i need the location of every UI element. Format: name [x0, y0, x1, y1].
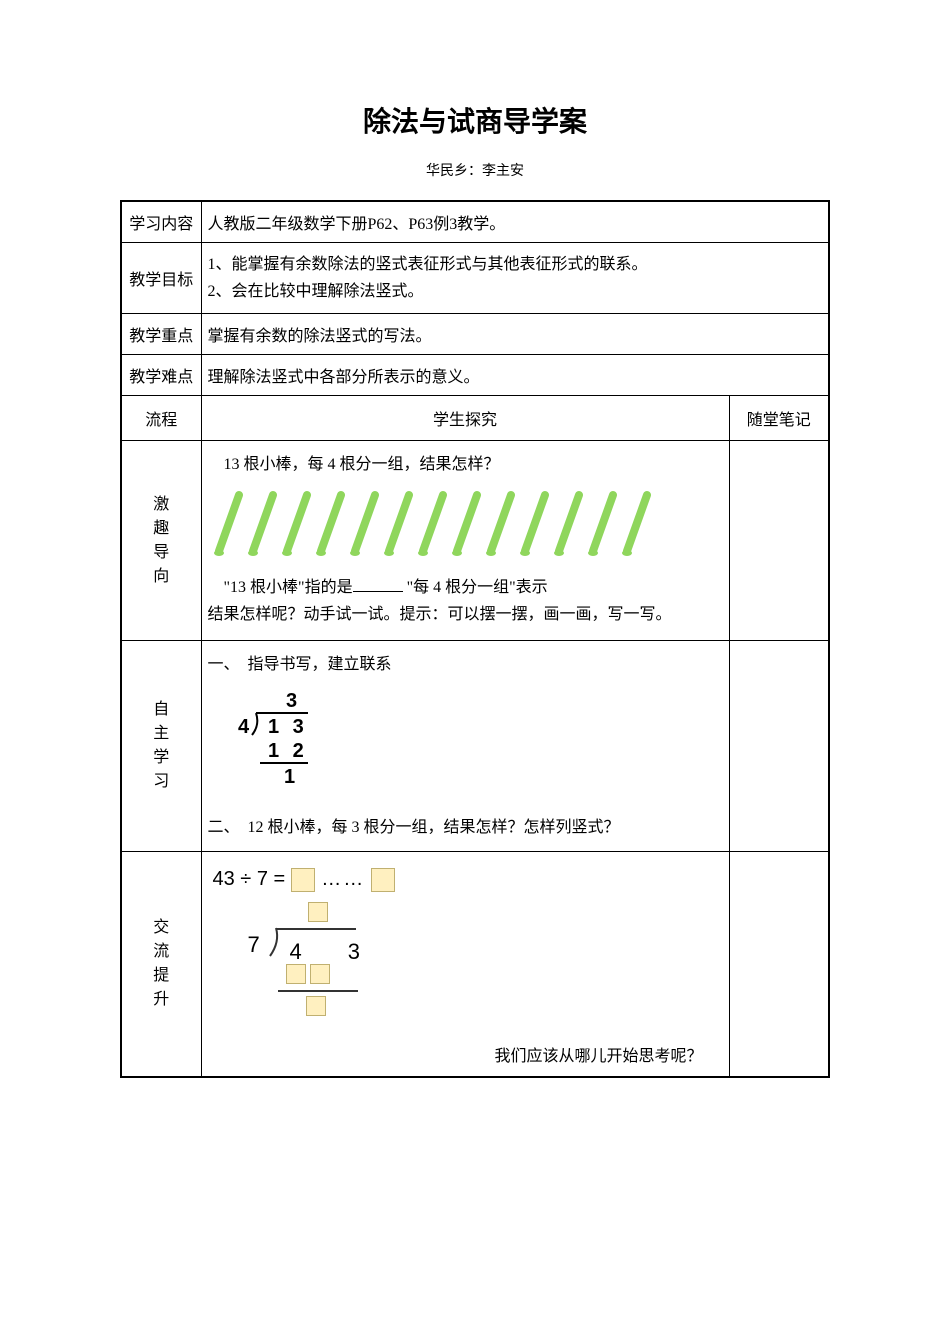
s1-char-1: 趣: [153, 517, 169, 541]
row-goal: 教学目标 1、能掌握有余数除法的竖式表征形式与其他表征形式的联系。 2、会在比较…: [121, 243, 829, 314]
lesson-table: 学习内容 人教版二年级数学下册P62、P63例3教学。 教学目标 1、能掌握有余…: [120, 200, 830, 1078]
label-section-2: 自 主 学 习: [121, 641, 201, 851]
section3-notes: [729, 851, 829, 1077]
s2-char-3: 习: [153, 770, 169, 794]
ld2-remainder-box: [306, 996, 326, 1016]
stick-icon: [451, 489, 485, 559]
section1-blank-line: "13 根小棒"指的是 "每 4 根分一组"表示: [208, 574, 723, 601]
answer-box-quotient: [291, 868, 315, 892]
section2-heading2: 二、 12 根小棒，每 3 根分一组，结果怎样？怎样列竖式？: [208, 814, 723, 841]
stick-icon: [247, 489, 281, 559]
stick-icon: [315, 489, 349, 559]
stick-icon: [213, 489, 247, 559]
ld1-remainder: 1: [284, 766, 295, 788]
s1-char-3: 向: [153, 565, 169, 589]
s3-char-2: 提: [153, 964, 169, 988]
header-notes: 随堂笔记: [729, 396, 829, 441]
long-division-2: 7 4 3: [228, 902, 428, 1032]
header-explore: 学生探究: [201, 396, 729, 441]
s1-char-2: 导: [153, 541, 169, 565]
row-section-3: 交 流 提 升 43 ÷ 7 = …… 7 4 3: [121, 851, 829, 1077]
label-key: 教学重点: [121, 314, 201, 355]
ld2-dividend: 4 3: [290, 934, 372, 966]
text-content: 人教版二年级数学下册P62、P63例3教学。: [201, 201, 829, 243]
stick-icon: [553, 489, 587, 559]
section3-content: 43 ÷ 7 = …… 7 4 3 我们应该从哪儿开: [201, 851, 729, 1077]
blank-underline: [353, 576, 403, 592]
section2-notes: [729, 641, 829, 851]
stick-icon: [621, 489, 655, 559]
s2-char-1: 主: [153, 722, 169, 746]
row-section-1: 激 趣 导 向 13 根小棒，每 4 根分一组，结果怎样？ "13 根小棒"指的…: [121, 441, 829, 641]
s3-char-3: 升: [153, 988, 169, 1012]
s3-char-0: 交: [153, 916, 169, 940]
section2-label-text: 自 主 学 习: [126, 698, 197, 794]
row-header: 流程 学生探究 随堂笔记: [121, 396, 829, 441]
goal-line-2: 2、会在比较中理解除法竖式。: [208, 278, 823, 305]
s2-char-0: 自: [153, 698, 169, 722]
label-section-3: 交 流 提 升: [121, 851, 201, 1077]
s1-char-0: 激: [153, 493, 169, 517]
ld2-product-row: [286, 964, 330, 984]
equation-dots: ……: [321, 868, 365, 891]
label-goal: 教学目标: [121, 243, 201, 314]
stick-icon: [587, 489, 621, 559]
s3-char-1: 流: [153, 940, 169, 964]
section2-content: 一、 指导书写，建立联系 3 4 1 3 1 2 1 二、 12 根小棒，每 3…: [201, 641, 729, 851]
blank-prefix: "13 根小棒"指的是: [224, 579, 353, 596]
author: 华民乡：李主安: [120, 160, 830, 180]
row-content: 学习内容 人教版二年级数学下册P62、P63例3教学。: [121, 201, 829, 243]
s2-char-2: 学: [153, 746, 169, 770]
text-goal: 1、能掌握有余数除法的竖式表征形式与其他表征形式的联系。 2、会在比较中理解除法…: [201, 243, 829, 314]
section3-question: 我们应该从哪儿开始思考呢？: [208, 1032, 723, 1066]
section3-label-text: 交 流 提 升: [126, 916, 197, 1012]
row-difficult: 教学难点 理解除法竖式中各部分所表示的意义。: [121, 355, 829, 396]
ld1-bracket: [252, 713, 257, 735]
ld2-bracket: [268, 922, 288, 958]
ld2-divisor: 7: [248, 932, 260, 958]
section1-notes: [729, 441, 829, 641]
ld1-divisor: 4: [238, 716, 250, 738]
label-difficult: 教学难点: [121, 355, 201, 396]
long-division-1: 3 4 1 3 1 2 1: [208, 679, 348, 809]
blank-suffix: "每 4 根分一组"表示: [407, 579, 548, 596]
text-key: 掌握有余数的除法竖式的写法。: [201, 314, 829, 355]
answer-box-remainder: [371, 868, 395, 892]
stick-icon: [281, 489, 315, 559]
page-title: 除法与试商导学案: [120, 100, 830, 140]
section1-content: 13 根小棒，每 4 根分一组，结果怎样？ "13 根小棒"指的是 "每 4 根…: [201, 441, 729, 641]
section1-label-text: 激 趣 导 向: [126, 493, 197, 589]
division-svg-1: 3 4 1 3 1 2 1: [228, 689, 328, 799]
ld2-quotient-box: [308, 902, 328, 922]
ld1-dividend: 1 3: [268, 716, 308, 738]
section2-heading1: 一、 指导书写，建立联系: [208, 651, 723, 678]
ld1-quotient: 3: [286, 690, 297, 712]
equation-row: 43 ÷ 7 = ……: [208, 862, 723, 902]
section1-q1: 13 根小棒，每 4 根分一组，结果怎样？: [208, 451, 723, 478]
label-content: 学习内容: [121, 201, 201, 243]
ld2-mid-line: [278, 990, 358, 992]
stick-icon: [383, 489, 417, 559]
label-section-1: 激 趣 导 向: [121, 441, 201, 641]
section1-hint: 结果怎样呢？动手试一试。提示：可以摆一摆，画一画，写一写。: [208, 601, 723, 628]
ld2-product-box-1: [286, 964, 306, 984]
stick-icon: [485, 489, 519, 559]
sticks-diagram: [208, 479, 723, 574]
ld2-product-box-2: [310, 964, 330, 984]
row-section-2: 自 主 学 习 一、 指导书写，建立联系 3 4 1 3 1 2 1: [121, 641, 829, 851]
header-process: 流程: [121, 396, 201, 441]
stick-icon: [349, 489, 383, 559]
stick-icon: [417, 489, 451, 559]
stick-icon: [519, 489, 553, 559]
ld2-top-line: [276, 928, 356, 930]
row-key: 教学重点 掌握有余数的除法竖式的写法。: [121, 314, 829, 355]
goal-line-1: 1、能掌握有余数除法的竖式表征形式与其他表征形式的联系。: [208, 251, 823, 278]
text-difficult: 理解除法竖式中各部分所表示的意义。: [201, 355, 829, 396]
equation-lhs: 43 ÷ 7 =: [213, 868, 286, 891]
ld1-product: 1 2: [268, 740, 308, 762]
